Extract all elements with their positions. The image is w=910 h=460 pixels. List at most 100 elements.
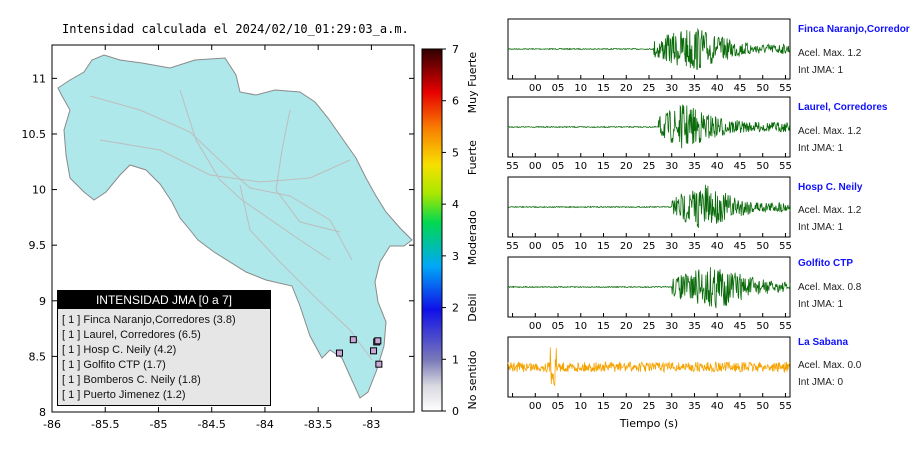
time-tick-label: 00 [529, 321, 542, 332]
time-tick-label: 55 [779, 161, 792, 172]
time-tick-label: 15 [597, 321, 610, 332]
waveform-trace [507, 104, 791, 149]
road-line [275, 109, 341, 233]
time-tick-label: 30 [665, 241, 678, 252]
time-tick-label: 40 [711, 321, 724, 332]
int-jma: Int JMA: 1 [798, 143, 844, 154]
time-tick-label: 55 [779, 321, 792, 332]
colorbar-tick-label: 0 [452, 405, 459, 418]
legend-station: Puerto Jimenez (1.2) [83, 389, 186, 401]
time-tick-label: 25 [643, 401, 656, 412]
legend-entry: [ 1 ] Puerto Jimenez (1.2) [58, 388, 270, 403]
time-tick-label: 05 [552, 401, 565, 412]
colorbar-tick-label: 3 [452, 250, 459, 263]
time-tick-label: 45 [734, 161, 747, 172]
station-marker [370, 347, 378, 355]
map-axes: -86 -85.5 -85 -84.5 -84 -83.5 -83 8 8.5 9 9.5 10 10.… [22, 45, 414, 431]
time-tick-label: 35 [688, 241, 701, 252]
road-line [239, 184, 373, 361]
time-tick-label: 55 [506, 161, 519, 172]
station-markers [335, 336, 383, 368]
chart-title: Intensidad calculada el 2024/02/10_01:29… [62, 22, 409, 36]
legend-station: Hosp C. Neily (4.2) [83, 344, 177, 356]
x-tick-label: -85.5 [91, 418, 119, 431]
time-tick-label: 45 [734, 401, 747, 412]
station-info: Acel. Max. 1.2 Int JMA: 1 [798, 45, 861, 79]
acel-max: Acel. Max. 1.2 [798, 48, 862, 59]
time-tick-label: 40 [711, 83, 724, 94]
time-tick-label: 20 [620, 83, 633, 94]
time-tick-label: 20 [620, 401, 633, 412]
legend-station: Golfito CTP (1.7) [83, 359, 166, 371]
costa-rica-land [57, 54, 413, 399]
colorbar-tick-label: 4 [452, 198, 459, 211]
y-tick-label: 8.5 [29, 350, 47, 363]
colorbar [421, 48, 443, 412]
int-jma: Int JMA: 1 [798, 222, 844, 233]
acel-max: Acel. Max. 0.8 [798, 282, 862, 293]
colorbar-category-label: Muy Fuerte [466, 52, 479, 114]
time-tick-label: 20 [620, 241, 633, 252]
legend-intensity: [ 1 ] [62, 389, 81, 401]
colorbar-tick-label: 5 [452, 146, 459, 159]
legend-entry: [ 1 ] Hosp C. Neily (4.2) [58, 343, 270, 358]
acel-max: Acel. Max. 0.0 [798, 360, 862, 371]
time-tick-label: 05 [552, 241, 565, 252]
legend-intensity: [ 1 ] [62, 344, 81, 356]
x-tick-label: -86 [43, 418, 61, 431]
time-tick-label: 30 [665, 83, 678, 94]
time-axis-label: Tiempo (s) [619, 417, 678, 430]
time-tick-label: 55 [779, 241, 792, 252]
time-tick-label: 00 [529, 241, 542, 252]
time-tick-label: 05 [552, 321, 565, 332]
y-tick-label: 9 [39, 295, 46, 308]
time-tick-label: 10 [574, 401, 587, 412]
time-tick-label: 45 [734, 83, 747, 94]
time-tick-label: 35 [688, 83, 701, 94]
time-tick-label: 10 [574, 241, 587, 252]
legend-entry: [ 1 ] Laurel, Corredores (6.5) [58, 328, 270, 343]
time-tick-label: 35 [688, 401, 701, 412]
time-tick-label: 25 [643, 321, 656, 332]
station-name: Hosp C. Neily [798, 182, 863, 193]
colorbar-category-label: Moderado [466, 210, 479, 265]
legend-entry: [ 1 ] Golfito CTP (1.7) [58, 358, 270, 373]
y-tick-label: 11 [32, 72, 46, 85]
station-marker [374, 337, 382, 345]
waveform-trace [507, 267, 791, 309]
time-tick-label: 30 [665, 161, 678, 172]
station-marker [349, 336, 357, 344]
time-tick-label: 20 [620, 321, 633, 332]
legend-station: Bomberos C. Neily (1.8) [83, 374, 201, 386]
time-tick-label: 50 [756, 161, 769, 172]
colorbar-category-label: No sentido [466, 350, 479, 409]
time-tick-label: 00 [529, 401, 542, 412]
time-tick-label: 30 [665, 321, 678, 332]
station-marker [375, 360, 383, 368]
legend-entry: [ 1 ] Bomberos C. Neily (1.8) [58, 373, 270, 388]
time-tick-label: 15 [597, 241, 610, 252]
waveform-trace [507, 347, 791, 387]
legend-station: Laurel, Corredores (6.5) [83, 329, 201, 341]
time-tick-label: 45 [734, 321, 747, 332]
legend-intensity: [ 1 ] [62, 374, 81, 386]
colorbar-category-label: Fuerte [466, 140, 479, 175]
time-tick-label: 35 [688, 161, 701, 172]
acel-max: Acel. Max. 1.2 [798, 205, 862, 216]
intensity-legend: INTENSIDAD JMA [0 a 7] [ 1 ] Finca Naran… [57, 290, 271, 406]
colorbar-tick-label: 2 [452, 302, 459, 315]
time-tick-label: 25 [643, 83, 656, 94]
station-info: Acel. Max. 1.2 Int JMA: 1 [798, 123, 861, 157]
time-tick-label: 00 [529, 83, 542, 94]
colorbar-axis: 0 1 2 3 4 5 6 7 No sentido Debil Moderado Fuerte Muy… [442, 43, 479, 418]
y-tick-label: 10.5 [22, 128, 47, 141]
time-tick-label: 55 [779, 83, 792, 94]
time-tick-label: 40 [711, 401, 724, 412]
time-tick-label: 25 [643, 241, 656, 252]
int-jma: Int JMA: 1 [798, 299, 844, 310]
colorbar-tick-label: 7 [452, 43, 459, 56]
time-tick-label: 10 [574, 161, 587, 172]
land-outline [57, 54, 413, 399]
legend-intensity: [ 1 ] [62, 329, 81, 341]
time-tick-label: 30 [665, 401, 678, 412]
